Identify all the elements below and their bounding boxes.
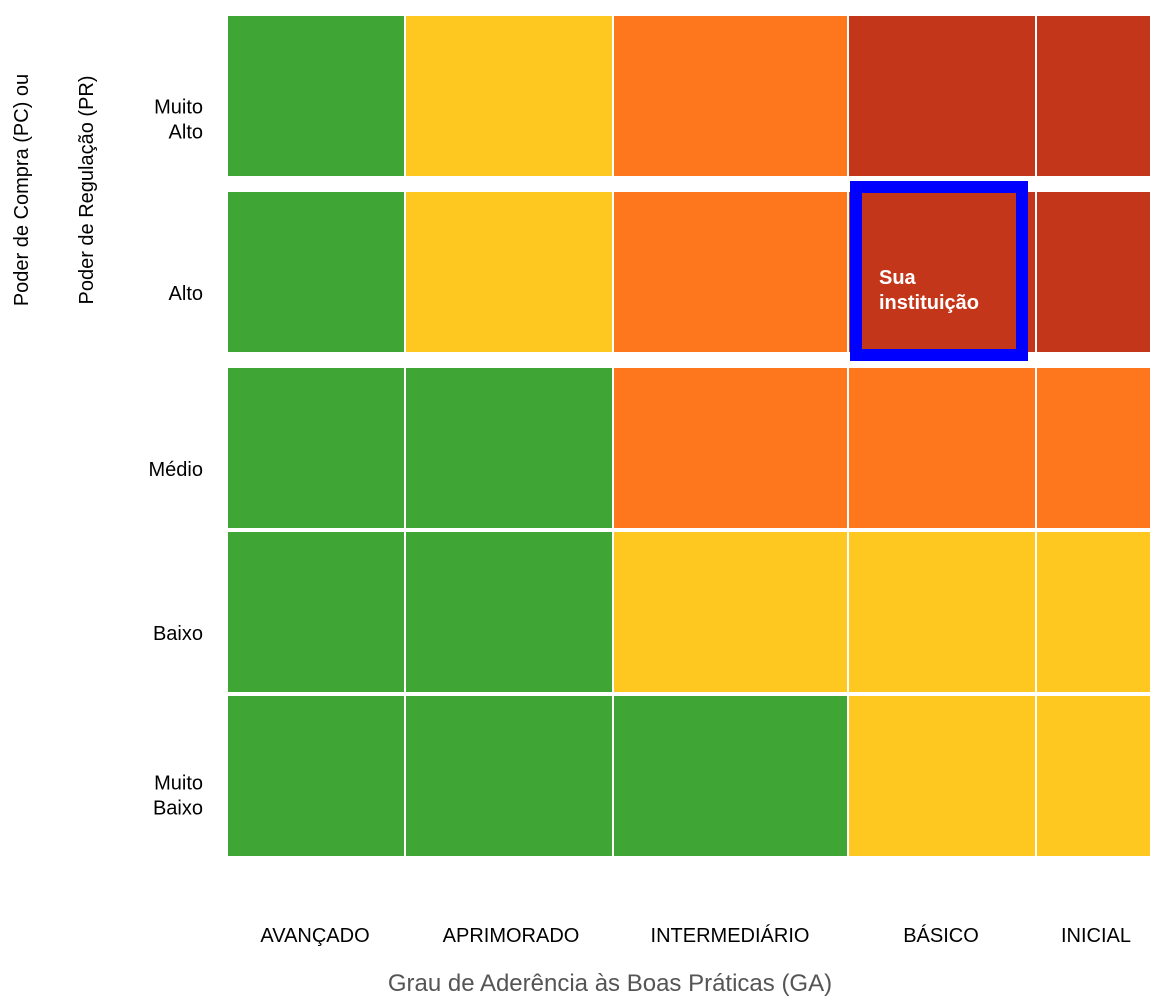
heatmap-cell <box>1037 696 1150 856</box>
y-axis-title-line: Poder de Compra (PC) ou <box>11 74 33 306</box>
x-tick-label: APRIMORADO <box>443 925 580 947</box>
heatmap-cell <box>849 696 1035 856</box>
heatmap-cell <box>849 16 1035 176</box>
heatmap-cell <box>1037 368 1150 528</box>
y-tick-label: Baixo <box>153 623 203 645</box>
heatmap-cell <box>614 696 847 856</box>
x-axis-title: Grau de Aderência às Boas Práticas (GA) <box>388 970 832 997</box>
heatmap-cell <box>228 16 404 176</box>
y-tick-labels: Muito Alto Alto Médio Baixo Muito Baixo <box>149 97 203 820</box>
heatmap-cell <box>849 192 1035 352</box>
heatmap-cell <box>228 368 404 528</box>
heatmap-cell <box>406 192 612 352</box>
y-tick-label: Alto <box>169 283 203 305</box>
heatmap-cell <box>406 16 612 176</box>
heatmap-cell <box>228 532 404 692</box>
y-axis-title-line: Poder de Regulação (PR) <box>76 75 98 304</box>
y-tick-label: Muito Baixo <box>153 773 203 820</box>
y-tick-label: Muito Alto <box>154 97 203 144</box>
heatmap-cell <box>1037 16 1150 176</box>
heatmap-cell <box>614 532 847 692</box>
heatmap-cell <box>849 532 1035 692</box>
heatmap-cell <box>1037 532 1150 692</box>
heatmap-cell <box>614 368 847 528</box>
highlight-label: Sua instituição <box>879 267 979 314</box>
highlight-box <box>850 181 1028 361</box>
highlight-group: Sua instituição <box>850 181 1028 361</box>
heatmap-cell <box>614 192 847 352</box>
y-tick-label: Médio <box>149 459 203 481</box>
heatmap-cell <box>228 192 404 352</box>
heatmap-cell <box>849 368 1035 528</box>
heatmap-cell <box>1037 192 1150 352</box>
x-tick-label: INTERMEDIÁRIO <box>651 924 810 947</box>
heatmap-cell <box>228 696 404 856</box>
heatmap-cell <box>406 696 612 856</box>
x-tick-label: BÁSICO <box>903 924 979 947</box>
heatmap-cell <box>406 368 612 528</box>
x-tick-label: AVANÇADO <box>260 925 369 947</box>
x-tick-labels: AVANÇADO APRIMORADO INTERMEDIÁRIO BÁSICO INI… <box>260 924 1131 947</box>
y-axis-title: Poder de Compra (PC) ou Poder de Regulaçã… <box>11 74 98 306</box>
heatmap-cell <box>614 16 847 176</box>
heatmap-cells <box>228 16 1150 856</box>
x-tick-label: INICIAL <box>1061 925 1131 947</box>
heatmap-cell <box>406 532 612 692</box>
